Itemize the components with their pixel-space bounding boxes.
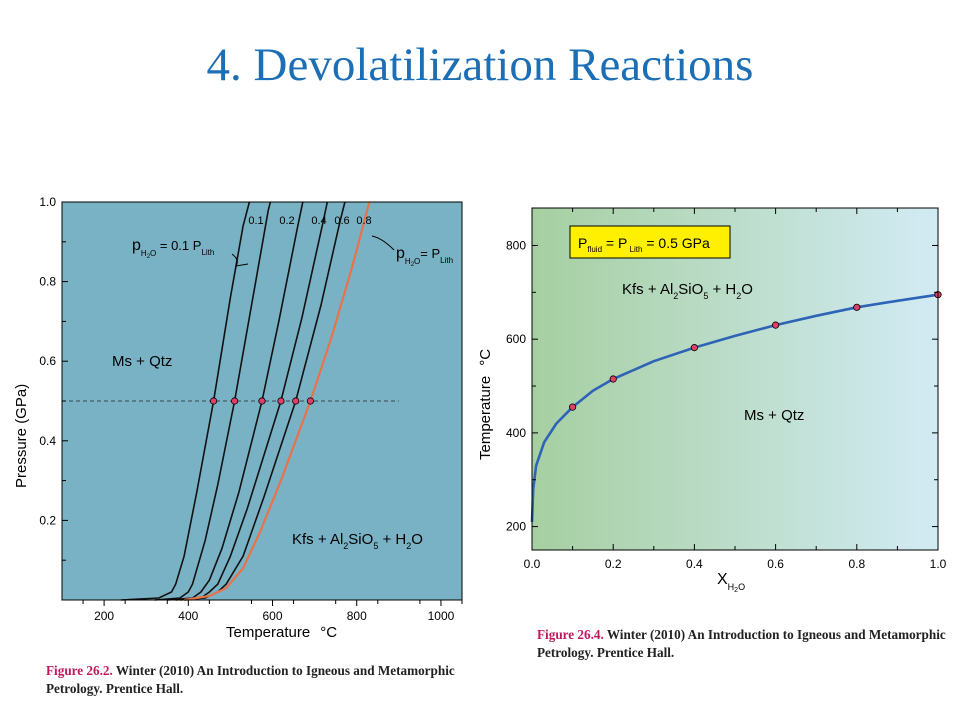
fig2-x-axis-label: XH2O (717, 571, 745, 594)
fig1-y-axis-label: Pressure (GPa) (13, 384, 30, 488)
fig2-legend-text: Pfluid = P Lith = 0.5 GPa (578, 235, 710, 254)
y-tick-label: 0.4 (39, 434, 56, 448)
caption-figure-number: Figure 26.4. (537, 627, 604, 642)
y-tick-label: 0.6 (39, 354, 56, 368)
data-point-3 (771, 321, 780, 329)
data-point-0 (569, 403, 577, 411)
isopleth-0.2 (154, 201, 272, 601)
x-tick-label: 0.2 (605, 557, 622, 571)
reaction-curve (530, 293, 939, 522)
caption-text: Winter (2010) An Introduction to Igneous… (537, 627, 946, 660)
y-tick-label: 400 (506, 426, 526, 440)
fig2-field-label-ms-qtz: Ms + Qtz (744, 407, 804, 424)
intersection-point-5 (306, 397, 315, 405)
isopleth-0.6 (175, 201, 329, 601)
fig2-legend-box (569, 225, 731, 259)
annotation-ph2o-plith: pH2O= PLith (396, 245, 453, 268)
y-tick-label: 200 (506, 520, 526, 534)
x-tick-label: 800 (347, 609, 367, 623)
x-tick-label: 0.6 (767, 557, 784, 571)
fig1-x-axis-label: Temperature °C (226, 624, 337, 641)
data-point-2 (690, 344, 698, 352)
x-tick-label: 0.8 (848, 557, 865, 571)
annotation-arrow-right (371, 235, 395, 251)
x-tick-label: 400 (178, 609, 198, 623)
data-point-4 (853, 303, 861, 311)
saturation-curve (183, 201, 371, 602)
intersection-point-3 (277, 397, 285, 405)
field-label-kfs-al2sio5-h2o: Kfs + Al2SiO5 + H2O (292, 531, 423, 551)
annotation-ph2o-0.1-plith: pH2O = 0.1 PLith (132, 237, 214, 260)
data-point-1 (609, 375, 617, 383)
y-tick-label: 600 (506, 332, 526, 346)
field-label-ms-qtz: Ms + Qtz (112, 353, 172, 370)
x-tick-label: 200 (94, 609, 114, 623)
isopleth-label-0.1: 0.1 (248, 215, 263, 227)
x-tick-label: 1.0 (930, 557, 947, 571)
isopleth-0.1 (120, 201, 251, 601)
fig2-plot-area (532, 208, 938, 550)
y-tick-label: 0.2 (39, 513, 56, 527)
annotation-arrow-left (231, 253, 249, 267)
y-tick-label: 800 (506, 238, 526, 252)
figure-caption-26-2: Figure 26.2. Winter (2010) An Introducti… (46, 662, 466, 698)
isopleth-label-0.2: 0.2 (279, 215, 294, 227)
x-tick-label: 0.4 (686, 557, 703, 571)
temperature-composition-chart: 0.0 0.2 0.4 0.6 0.8 1.0 200 400 600 800 Pfluid = … (477, 207, 947, 594)
intersection-point-1 (231, 397, 239, 405)
slide-title: 4. Devolatilization Reactions (206, 39, 754, 91)
fig2-field-label-kfs-al2sio5-h2o: Kfs + Al2SiO5 + H2O (622, 281, 753, 301)
isopleth-label-0.6: 0.6 (334, 215, 349, 227)
isopleth-label-0.4: 0.4 (311, 215, 326, 227)
isopleth-label-0.8: 0.8 (356, 215, 371, 227)
caption-text: Winter (2010) An Introduction to Igneous… (46, 663, 455, 696)
x-tick-label: 0.0 (524, 557, 541, 571)
intersection-point-2 (258, 397, 266, 405)
caption-figure-number: Figure 26.2. (46, 663, 113, 678)
intersection-point-0 (209, 397, 218, 405)
y-tick-label: 1.0 (39, 195, 56, 209)
x-tick-label: 1000 (428, 609, 455, 623)
figure-caption-26-4: Figure 26.4. Winter (2010) An Introducti… (537, 626, 957, 662)
x-tick-label: 600 (263, 609, 283, 623)
fig2-y-axis-label: Temperature°C (477, 349, 494, 460)
isopleth-0.4 (167, 201, 304, 601)
y-tick-label: 0.8 (39, 275, 56, 289)
intersection-point-4 (292, 397, 300, 405)
